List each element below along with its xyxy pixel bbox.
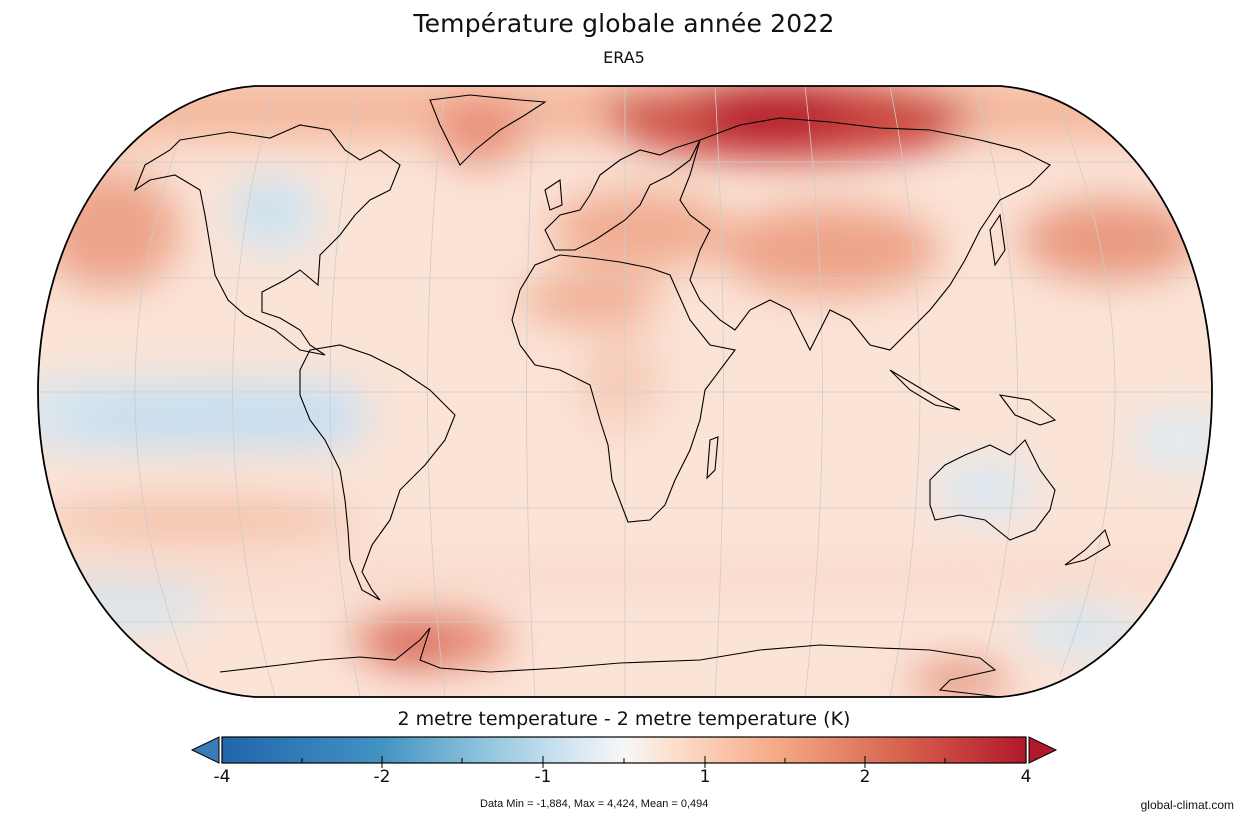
- colorbar-tick-label: 1: [699, 767, 711, 787]
- coast-new-guinea: [998, 394, 1057, 426]
- coast-australia: [929, 439, 1056, 541]
- colorbar: [190, 736, 1058, 768]
- coast-africa: [511, 254, 736, 523]
- coastlines: [133, 94, 1111, 697]
- colorbar-min-extend-arrow: [190, 736, 220, 764]
- colorbar-tick-label: 2: [859, 767, 871, 787]
- colorbar-tick-label: -2: [373, 767, 391, 787]
- coast-uk: [544, 179, 563, 211]
- coast-madagascar: [706, 436, 719, 480]
- colorbar-label: 2 metre temperature - 2 metre temperatur…: [397, 708, 851, 730]
- coast-antarctica: [219, 627, 1001, 697]
- graticule: [38, 86, 1212, 697]
- coast-asia: [679, 117, 1051, 352]
- map-frame: [37, 85, 1213, 698]
- coast-indonesia: [889, 369, 961, 411]
- colorbar-tick-label: 4: [1020, 767, 1032, 787]
- map-subtitle: ERA5: [603, 48, 645, 67]
- source-credit: global-climat.com: [1140, 798, 1234, 812]
- coast-south-america: [299, 344, 456, 601]
- map-title: Température globale année 2022: [413, 9, 835, 38]
- coast-greenland: [429, 94, 547, 166]
- coast-new-zealand: [1064, 528, 1111, 566]
- colorbar-tick-label: -1: [534, 767, 552, 787]
- colorbar-max-extend-arrow: [1028, 736, 1058, 764]
- coast-japan: [989, 213, 1006, 267]
- colorbar-tick-label: -4: [213, 767, 231, 787]
- coast-north-america: [133, 124, 401, 356]
- data-statistics: Data Min = -1,884, Max = 4,424, Mean = 0…: [480, 798, 709, 810]
- colorbar-ticks: [301, 756, 946, 768]
- coast-europe: [544, 139, 702, 251]
- temperature-field: [38, 86, 1212, 697]
